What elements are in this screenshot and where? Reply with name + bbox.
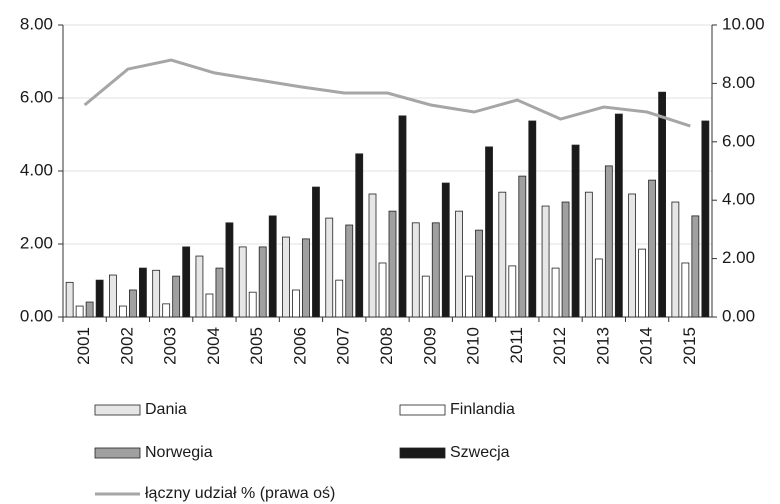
line — [83, 58, 691, 128]
bar — [205, 293, 214, 318]
legend-label: Dania — [145, 401, 187, 418]
bar — [268, 215, 277, 318]
bar — [345, 224, 354, 318]
bar — [258, 246, 267, 318]
y2-tick-label: 10.00 — [722, 14, 765, 33]
bar — [671, 201, 680, 318]
bar — [302, 238, 310, 318]
bar — [518, 175, 527, 318]
bar — [85, 301, 94, 318]
bar — [335, 279, 344, 318]
bar — [388, 210, 397, 318]
y-tick-label: 6.00 — [20, 87, 53, 106]
bar — [691, 215, 700, 318]
bar — [172, 275, 181, 318]
y2-tick-label: 0.00 — [722, 306, 755, 325]
bar — [465, 275, 473, 318]
bar — [508, 265, 517, 318]
bar — [215, 267, 224, 318]
x-tick-label: 2011 — [507, 327, 526, 364]
bar — [485, 146, 493, 318]
bar — [541, 205, 550, 318]
bar — [248, 291, 257, 318]
bar — [614, 113, 623, 318]
bar — [571, 144, 580, 318]
bar — [138, 267, 147, 318]
bar — [65, 281, 74, 318]
bar — [551, 267, 560, 318]
legend-label: Szwecja — [450, 444, 510, 461]
x-tick-label: 2014 — [637, 327, 656, 365]
bar — [109, 274, 117, 318]
x-tick-label: 2015 — [680, 327, 699, 365]
legend-label: łączny udział % (prawa oś) — [145, 485, 335, 502]
x-tick-label: 2003 — [161, 327, 180, 365]
bar — [455, 210, 463, 318]
x-tick-label: 2008 — [377, 327, 396, 365]
x-tick-label: 2001 — [74, 327, 93, 365]
bar — [658, 91, 666, 318]
x-tick-label: 2004 — [204, 327, 223, 365]
bar — [441, 182, 450, 318]
bar — [292, 289, 300, 318]
bar — [498, 191, 507, 318]
x-tick-label: 2010 — [464, 327, 483, 365]
legend-label: Finlandia — [450, 401, 515, 418]
y-tick-label: 0.00 — [20, 306, 53, 325]
legend-swatch — [399, 404, 446, 416]
bar — [325, 217, 334, 318]
bar — [312, 186, 320, 318]
bar — [368, 193, 377, 318]
bar — [282, 236, 290, 318]
y-tick-label: 2.00 — [20, 233, 53, 252]
y2-tick-label: 6.00 — [722, 131, 755, 150]
bar — [594, 258, 603, 318]
bar — [398, 115, 407, 318]
y-tick-label: 4.00 — [20, 160, 53, 179]
bar — [561, 201, 570, 318]
legend-swatch — [399, 447, 446, 459]
x-tick-label: 2013 — [593, 327, 612, 365]
bar — [681, 262, 690, 318]
y2-tick-label: 2.00 — [722, 248, 755, 267]
bar — [411, 222, 420, 318]
bar — [378, 262, 387, 318]
bar — [95, 279, 104, 318]
x-tick-label: 2006 — [290, 327, 309, 365]
bar — [628, 193, 636, 318]
x-tick-label: 2002 — [117, 327, 136, 365]
x-tick-label: 2009 — [420, 327, 439, 365]
bar — [638, 248, 646, 318]
legend-swatch — [94, 404, 141, 416]
bar — [584, 191, 593, 318]
x-tick-label: 2007 — [334, 327, 353, 365]
bar — [182, 246, 191, 318]
bar — [225, 222, 234, 318]
bar — [528, 120, 537, 318]
y-tick-label: 8.00 — [20, 14, 53, 33]
bar — [152, 269, 161, 318]
bar — [475, 229, 483, 318]
bar — [75, 305, 84, 318]
bar — [355, 153, 364, 318]
bar — [128, 289, 137, 318]
y2-tick-label: 4.00 — [722, 190, 755, 209]
x-tick-label: 2012 — [550, 327, 569, 365]
x-tick-label: 2005 — [247, 327, 266, 365]
bar — [119, 305, 127, 318]
bar — [421, 275, 430, 318]
bar — [701, 120, 710, 318]
bar — [604, 165, 613, 318]
bar — [162, 303, 171, 318]
bar — [648, 179, 656, 318]
bar — [431, 222, 440, 318]
y2-tick-label: 8.00 — [722, 73, 755, 92]
legend-label: Norwegia — [145, 444, 213, 461]
legend-swatch — [94, 447, 141, 459]
bar — [238, 246, 247, 318]
bar — [195, 255, 204, 318]
